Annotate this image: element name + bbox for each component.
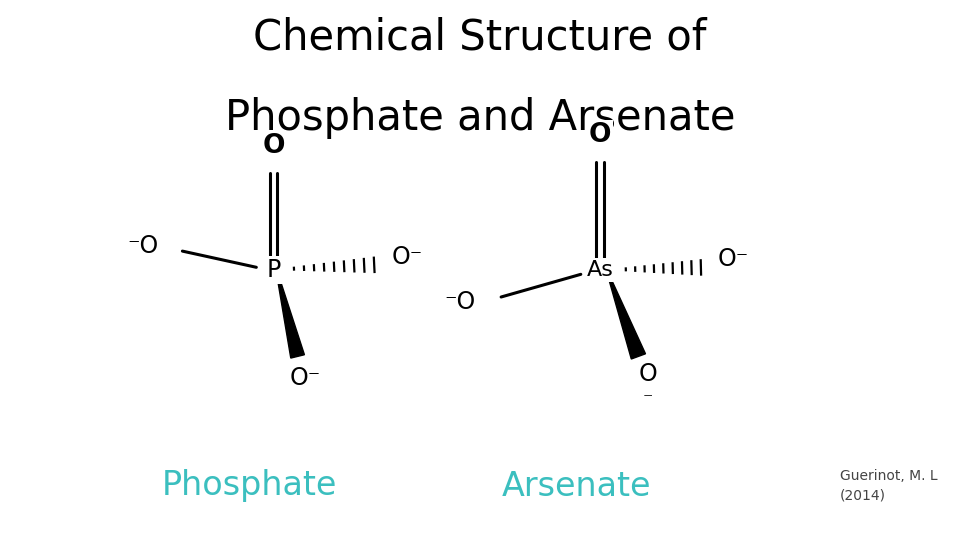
Text: O⁻: O⁻ [392, 245, 423, 268]
Text: O: O [588, 122, 612, 148]
Text: Chemical Structure of: Chemical Structure of [253, 16, 707, 58]
Text: Guerinot, M. L
(2014): Guerinot, M. L (2014) [840, 469, 938, 503]
Text: As: As [587, 260, 613, 280]
Text: ⁻: ⁻ [643, 390, 653, 409]
Text: ⁻O: ⁻O [127, 234, 158, 258]
Text: O⁻: O⁻ [718, 247, 750, 271]
Polygon shape [609, 278, 645, 359]
Text: O: O [262, 133, 285, 159]
Text: Arsenate: Arsenate [501, 469, 651, 503]
Polygon shape [277, 278, 304, 358]
Text: ⁻O: ⁻O [444, 291, 475, 314]
Text: P: P [267, 258, 280, 282]
Text: O⁻: O⁻ [290, 366, 321, 390]
Text: Phosphate and Arsenate: Phosphate and Arsenate [225, 97, 735, 139]
Text: Phosphate: Phosphate [162, 469, 337, 503]
Text: O: O [638, 362, 658, 386]
